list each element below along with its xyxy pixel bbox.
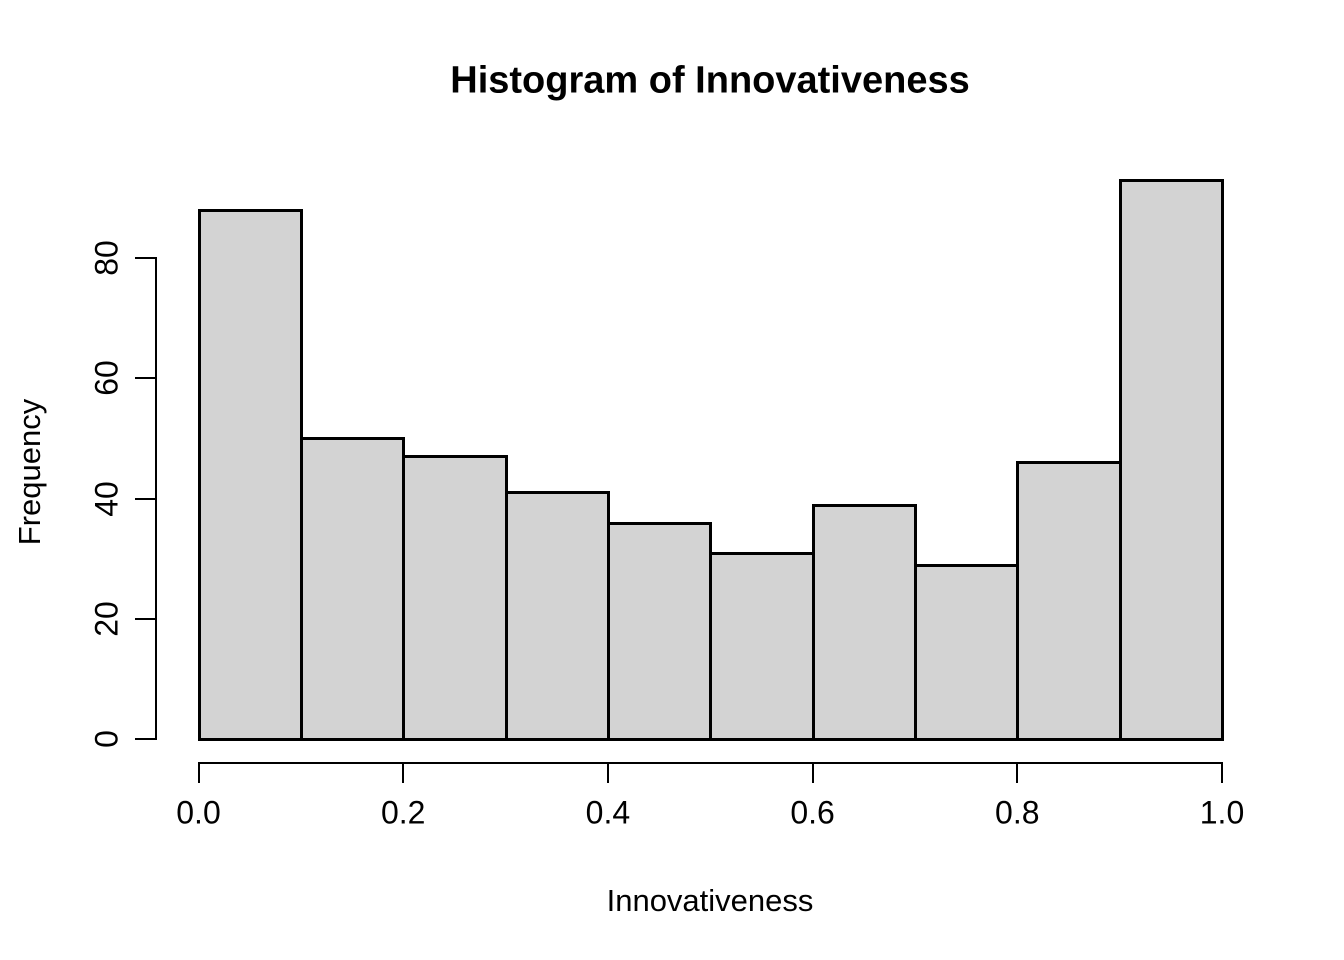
x-tick-mark	[1016, 764, 1019, 783]
y-axis-line	[155, 257, 157, 740]
y-tick-label: 0	[88, 730, 125, 748]
histogram-bar	[606, 521, 713, 741]
x-tick-label: 0.8	[995, 794, 1040, 831]
y-tick-label: 20	[88, 600, 125, 637]
x-tick-mark	[811, 764, 814, 783]
y-tick-mark	[135, 497, 155, 500]
histogram-bar	[197, 208, 303, 741]
histogram-bar	[811, 503, 917, 741]
y-tick-mark	[135, 377, 155, 380]
x-tick-mark	[197, 764, 200, 783]
histogram-bar	[913, 563, 1020, 741]
y-tick-mark	[135, 257, 155, 259]
chart-title: Histogram of Innovativeness	[450, 59, 970, 102]
x-tick-label: 0.0	[176, 794, 221, 831]
histogram-bar	[709, 551, 815, 741]
histogram-bar	[402, 455, 508, 741]
x-tick-mark	[606, 764, 609, 783]
y-tick-label: 60	[88, 360, 125, 397]
y-tick-label: 80	[88, 240, 125, 276]
x-tick-label: 0.4	[585, 794, 631, 831]
x-axis-title: Innovativeness	[606, 883, 814, 918]
y-tick-mark	[135, 617, 155, 620]
histogram-bar	[504, 491, 610, 741]
y-tick-label: 40	[88, 480, 125, 517]
histogram-bar	[1016, 461, 1122, 741]
x-axis-line	[197, 762, 1223, 764]
histogram-bar	[1118, 178, 1224, 741]
x-tick-mark	[1221, 764, 1223, 783]
x-tick-label: 0.2	[380, 794, 426, 831]
x-tick-mark	[402, 764, 405, 783]
y-tick-mark	[135, 738, 155, 740]
histogram-bar	[299, 437, 406, 741]
x-tick-label: 0.6	[790, 794, 835, 831]
x-tick-label: 1.0	[1199, 794, 1245, 831]
